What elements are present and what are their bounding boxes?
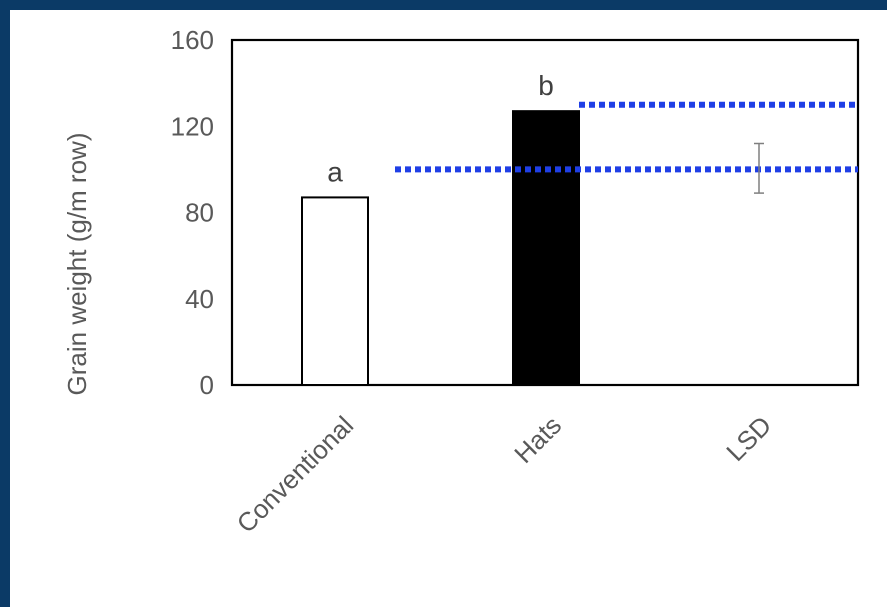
- bars: [301, 110, 580, 386]
- x-tick-label: Hats: [508, 410, 567, 469]
- y-axis-ticks: 0 40 80 120 160: [171, 25, 214, 400]
- bar-conventional: [301, 196, 369, 386]
- y-tick-label: 40: [185, 284, 214, 314]
- reference-lines: [395, 101, 858, 173]
- y-axis-title: Grain weight (g/m row): [62, 133, 92, 396]
- significance-letter: b: [538, 70, 554, 101]
- x-tick-label: Conventional: [231, 410, 360, 539]
- y-tick-label: 120: [171, 111, 214, 141]
- lsd-error-bar: [754, 142, 764, 194]
- significance-letter: a: [327, 156, 343, 187]
- x-axis-ticks: Conventional Hats LSD: [231, 410, 778, 539]
- significance-letters: ab: [327, 70, 554, 187]
- y-tick-label: 0: [200, 370, 214, 400]
- y-tick-label: 80: [185, 198, 214, 228]
- y-tick-label: 160: [171, 25, 214, 55]
- x-tick-label: LSD: [720, 410, 777, 467]
- bar-hats: [512, 110, 580, 386]
